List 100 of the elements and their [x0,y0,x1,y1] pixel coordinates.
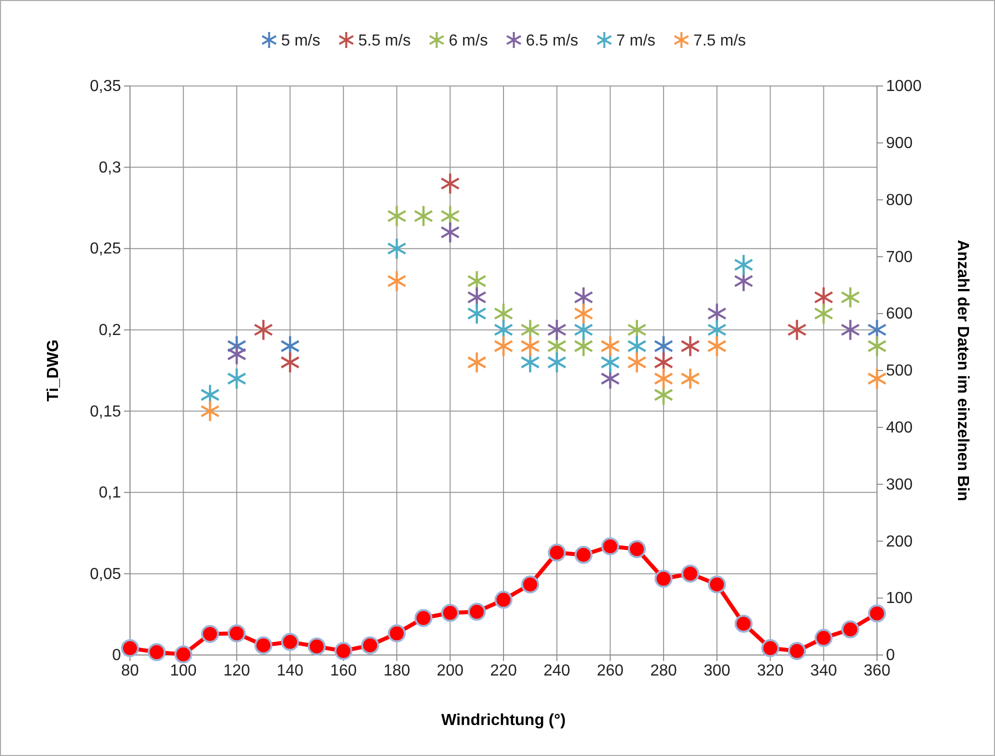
point [254,636,272,654]
x-tick-label: 120 [223,662,250,680]
point [467,302,487,325]
y-tick-label: 0 [112,647,122,664]
point [654,368,674,390]
point [440,172,460,195]
point [201,624,220,643]
point [814,302,834,325]
point [386,270,407,292]
x-tick-label: 180 [383,662,410,680]
point [628,540,646,558]
x-tick-label: 260 [596,662,624,680]
y2-tick-label: 300 [886,476,913,494]
point [840,318,860,341]
y-tick-label: 0,25 [90,240,122,258]
point [681,564,700,583]
point [388,624,406,642]
point [200,400,220,422]
point [867,368,887,390]
y2-tick-label: 1000 [886,78,922,96]
point [148,643,166,662]
legend-label: 5.5 m/s [358,32,411,50]
y2-tick-label: 100 [886,590,913,608]
x-tick-label: 280 [650,662,678,680]
point [254,318,274,341]
point [574,546,593,564]
x-tick-label: 240 [544,662,570,680]
point [334,642,352,660]
point [226,343,247,366]
point [761,639,780,658]
point [440,221,460,244]
point [547,318,567,341]
point [281,632,300,651]
point [840,286,860,308]
x-tick-label: 80 [121,662,139,680]
point [547,351,567,374]
point [174,645,192,664]
point [680,335,700,358]
point [494,335,514,358]
x-tick-label: 200 [436,662,464,680]
x-tick-label: 160 [330,662,357,680]
point [228,624,246,642]
point [867,335,887,358]
point [121,639,139,658]
point [814,628,833,647]
point [708,575,726,594]
y-tick-label: 0,1 [98,484,122,502]
x-tick-label: 140 [276,662,304,680]
point [441,604,460,622]
point [386,204,407,228]
point [788,642,806,660]
point [734,614,753,633]
y-axis-title: Ti_DWG [45,340,62,402]
y-tick-label: 0,2 [98,322,122,339]
y2-tick-label: 600 [886,306,913,323]
y-tick-label: 0,05 [90,566,122,583]
y-tick-label: 0,3 [98,159,122,176]
point [468,602,486,621]
legend-label: 6 m/s [448,32,488,50]
y2-tick-label: 900 [886,135,913,152]
y2-tick-label: 0 [886,647,895,664]
x-tick-label: 360 [864,662,890,680]
point [601,537,620,556]
y2-tick-label: 400 [886,420,913,437]
x-tick-label: 220 [490,662,517,680]
y2-tick-label: 700 [886,248,913,266]
point [386,237,407,260]
point [734,254,754,276]
y2-tick-label: 200 [886,533,913,550]
point [868,604,886,622]
legend-label: 5 m/s [281,32,320,50]
point [654,570,673,588]
y2-axis-title: Anzahl der Daten im einzelnen Bin [954,240,971,502]
point [280,351,300,374]
point [574,302,594,325]
legend-label: 7 m/s [616,32,656,50]
point [361,636,380,654]
point [494,590,512,609]
point [520,335,540,358]
point [414,204,434,228]
y-tick-label: 0,15 [90,403,122,420]
x-tick-label: 320 [756,662,784,680]
x-axis-title: Windrichtung (°) [441,712,566,729]
point [600,335,620,358]
y2-tick-label: 500 [886,362,913,380]
point [787,318,807,341]
point [841,620,860,638]
point [680,368,700,390]
y2-tick-label: 800 [886,192,913,209]
point [467,351,487,374]
point [414,609,432,627]
point [707,335,727,358]
point [308,637,326,656]
point [627,351,647,374]
legend-label: 6.5 m/s [526,32,578,50]
point [226,368,247,390]
legend-label: 7.5 m/s [693,32,746,50]
y-tick-label: 0,35 [90,78,122,96]
point [521,575,540,594]
x-tick-label: 100 [170,662,197,680]
